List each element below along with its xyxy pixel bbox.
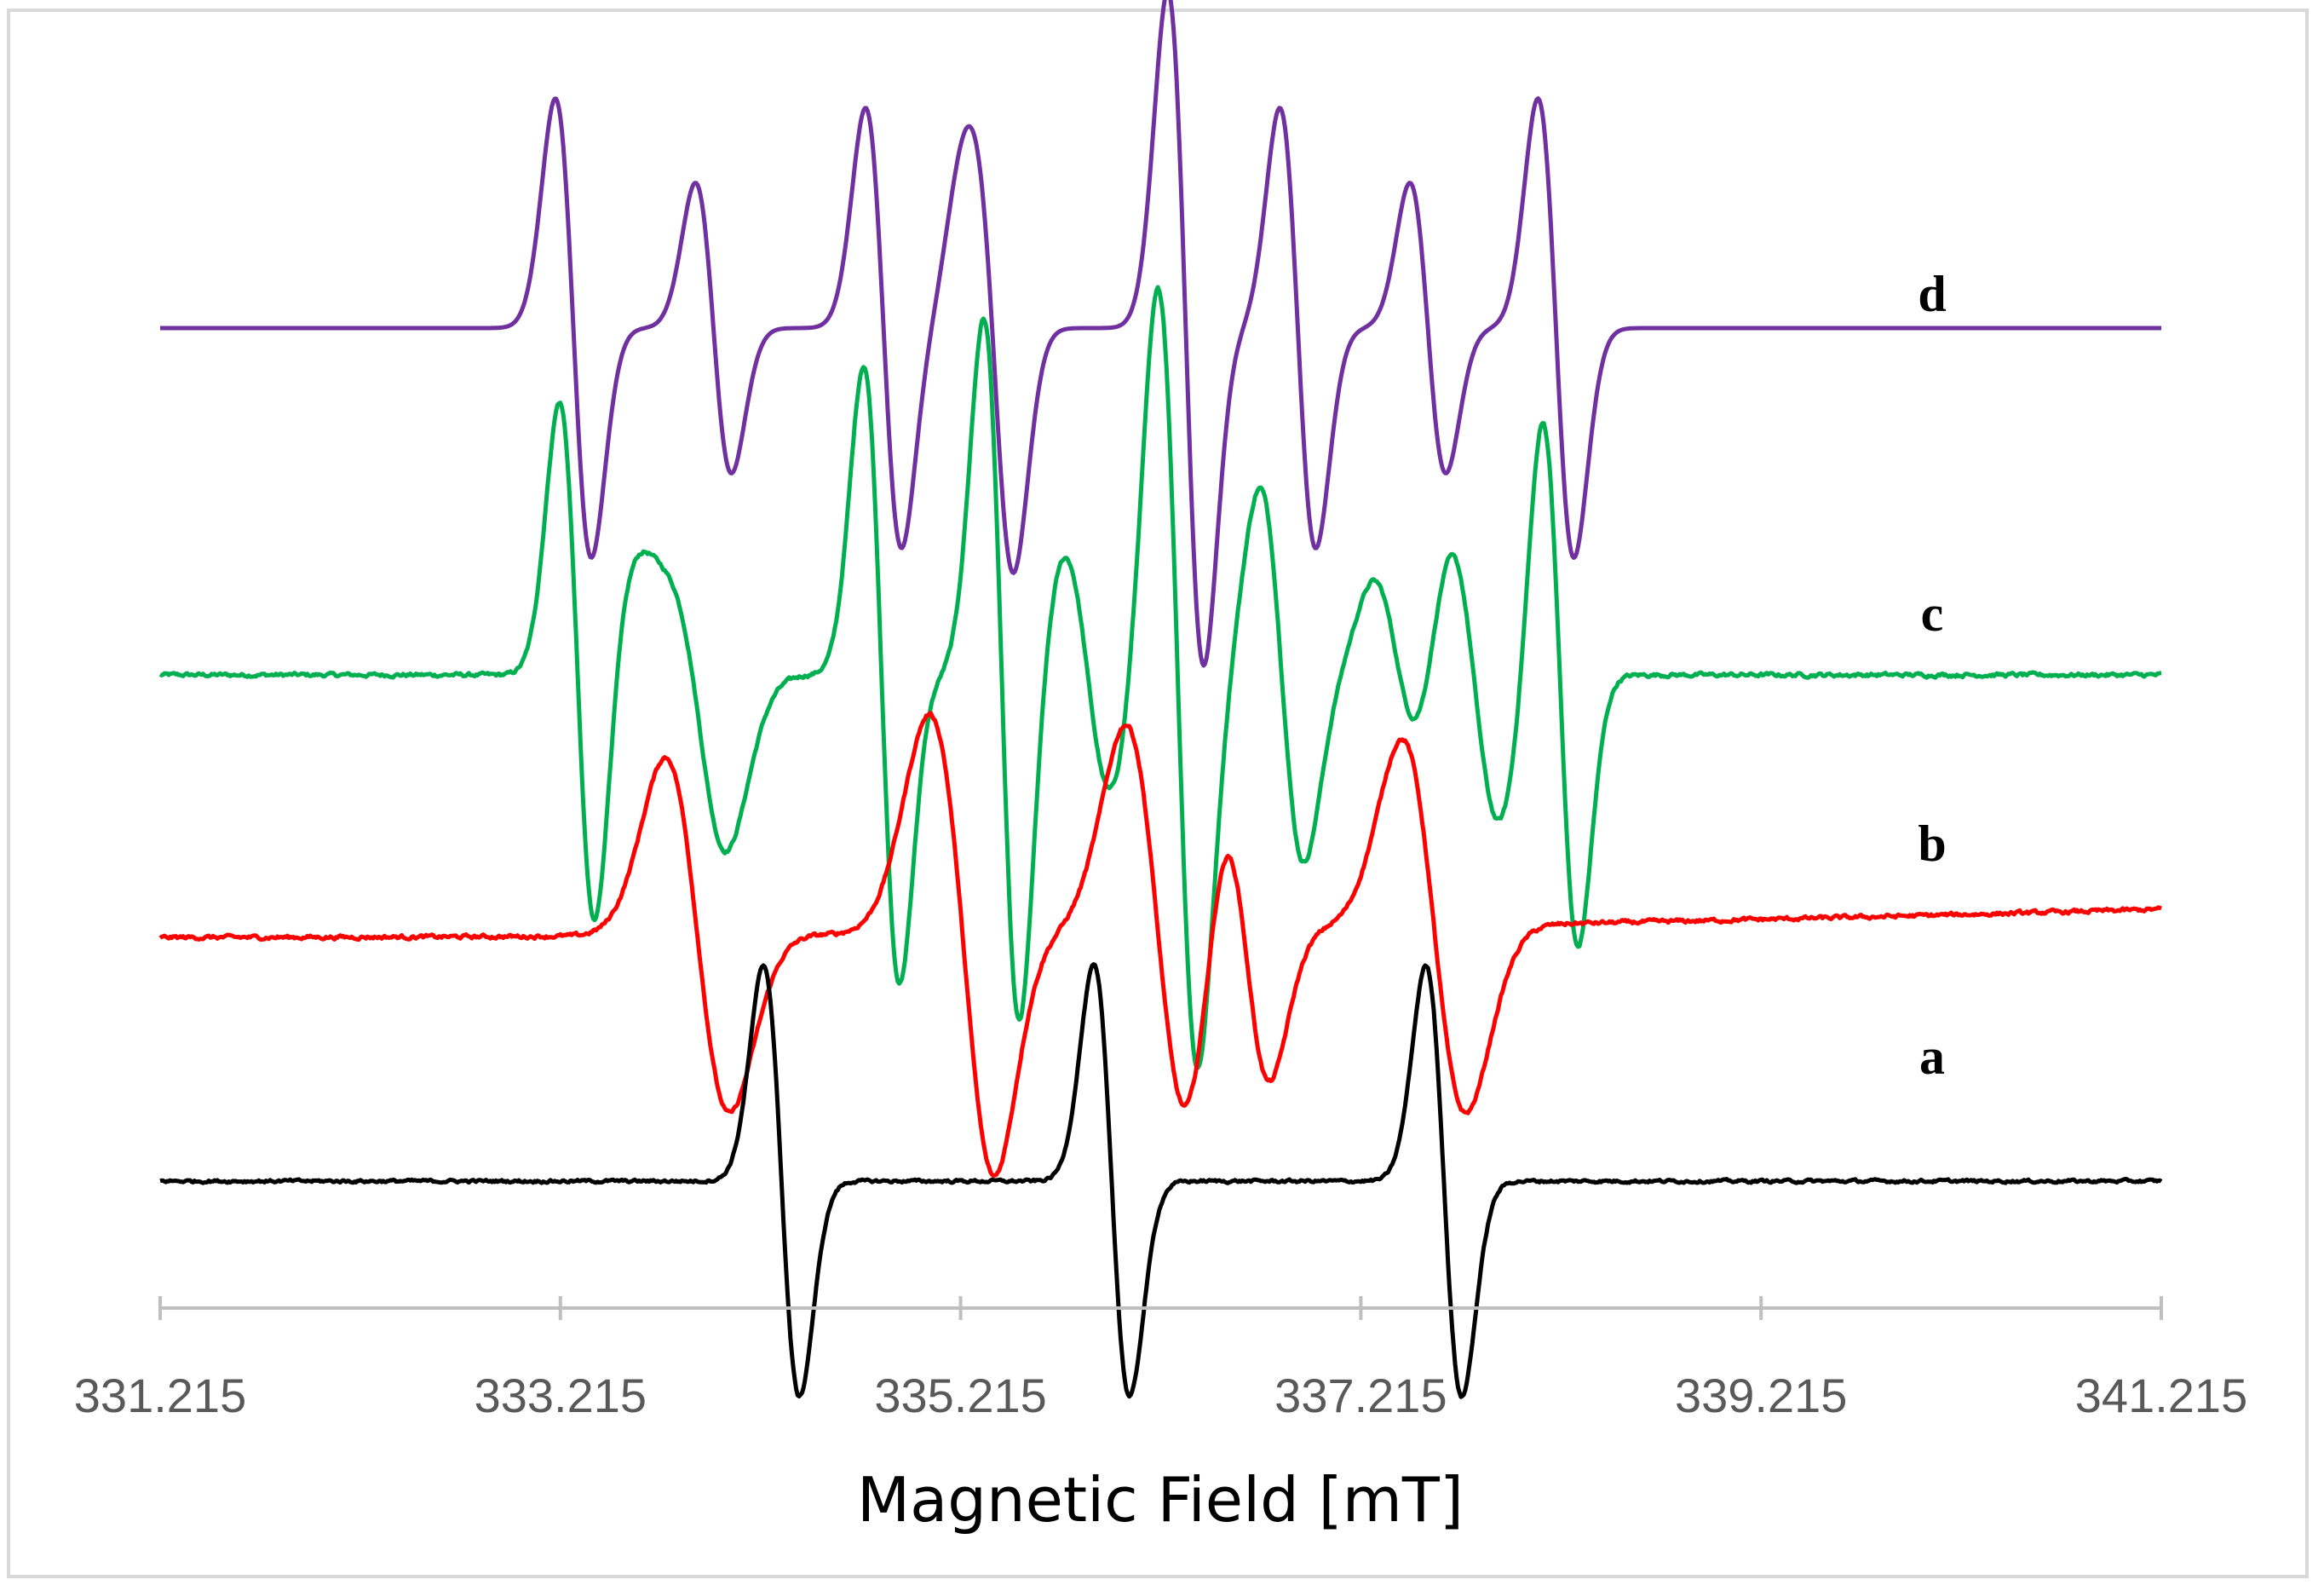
series-label-c: c: [1921, 585, 1944, 642]
x-tick-label: 335.215: [874, 1369, 1046, 1422]
series-line-b: [158, 711, 2162, 1178]
x-tick-label: 331.215: [74, 1369, 246, 1422]
series-layer: [158, 0, 2163, 1399]
series-label-b: b: [1918, 816, 1946, 872]
series-label-d: d: [1918, 266, 1946, 322]
x-axis-title: Magnetic Field [mT]: [857, 1464, 1464, 1536]
series-labels: d c b a: [1918, 266, 1946, 1085]
chart-frame: [7, 9, 2309, 1578]
x-tick-label: 337.215: [1274, 1369, 1447, 1422]
x-tick-label: 341.215: [2075, 1369, 2247, 1422]
series-line-c: [158, 285, 2162, 1070]
x-axis-ticks: 331.215 333.215 335.215 337.215 339.215 341.2…: [74, 1296, 2247, 1422]
x-tick-label: 333.215: [475, 1369, 647, 1422]
x-tick-label: 339.215: [1675, 1369, 1847, 1422]
series-line-d: [159, 0, 2162, 668]
series-label-a: a: [1919, 1029, 1945, 1085]
series-line-a: [159, 962, 2163, 1399]
